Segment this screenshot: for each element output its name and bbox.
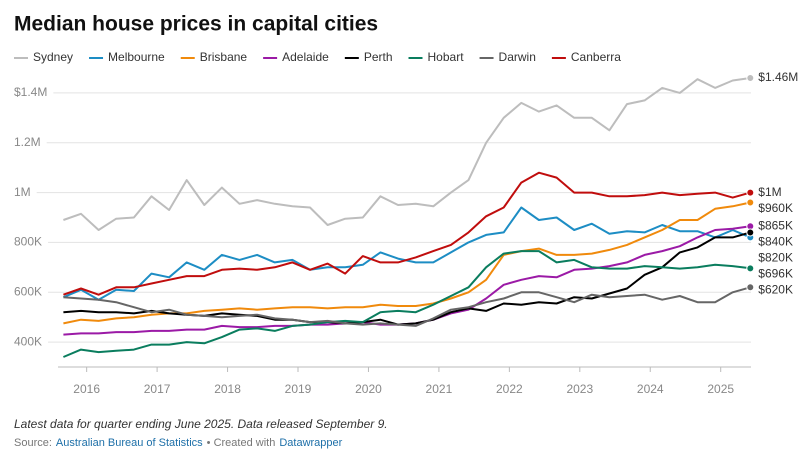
y-tick-label: 1.2M	[14, 135, 41, 149]
legend-label: Darwin	[499, 50, 536, 64]
x-tick-label: 2019	[285, 382, 312, 396]
end-dot	[746, 188, 755, 197]
series-line	[63, 201, 751, 325]
series-line	[63, 77, 751, 231]
value-label: $1.46M	[758, 70, 798, 84]
legend-label: Sydney	[33, 50, 73, 64]
credit-link[interactable]: Datawrapper	[279, 437, 342, 449]
end-dot	[746, 228, 755, 237]
value-label: $960K	[758, 201, 793, 215]
x-tick-label: 2017	[144, 382, 171, 396]
series-line	[63, 231, 751, 326]
end-dot	[746, 198, 755, 207]
legend-label: Hobart	[428, 50, 465, 64]
value-label: $820K	[758, 250, 793, 264]
credit-label: • Created with	[207, 437, 276, 449]
end-dot	[746, 264, 755, 273]
value-label: $696K	[758, 266, 793, 280]
value-label: $620K	[758, 282, 793, 296]
value-label: $1M	[758, 185, 781, 199]
source-link[interactable]: Australian Bureau of Statistics	[56, 437, 203, 449]
end-dot	[746, 73, 755, 82]
note: Latest data for quarter ending June 2025…	[14, 417, 388, 431]
x-tick-label: 2023	[566, 382, 593, 396]
x-tick-label: 2018	[214, 382, 241, 396]
legend-label: Adelaide	[282, 50, 329, 64]
x-tick-label: 2016	[73, 382, 100, 396]
y-tick-label: $1.4M	[14, 85, 47, 99]
chart-title: Median house prices in capital cities	[14, 13, 378, 36]
x-tick-label: 2025	[707, 382, 734, 396]
y-tick-label: 800K	[14, 235, 42, 249]
legend-label: Brisbane	[200, 50, 248, 64]
legend-label: Perth	[364, 50, 393, 64]
y-tick-label: 1M	[14, 185, 31, 199]
x-tick-label: 2022	[496, 382, 523, 396]
legend-label: Canberra	[571, 50, 621, 64]
end-dot	[746, 283, 755, 292]
series-line	[63, 286, 751, 327]
y-tick-label: 600K	[14, 284, 42, 298]
series-line	[63, 171, 751, 296]
value-label: $840K	[758, 234, 793, 248]
x-tick-label: 2020	[355, 382, 382, 396]
x-tick-label: 2021	[426, 382, 453, 396]
legend-label: Melbourne	[108, 50, 165, 64]
series-line	[63, 250, 751, 358]
value-label: $865K	[758, 218, 793, 232]
source-label: Source:	[14, 437, 52, 449]
y-tick-label: 400K	[14, 334, 42, 348]
x-tick-label: 2024	[637, 382, 664, 396]
